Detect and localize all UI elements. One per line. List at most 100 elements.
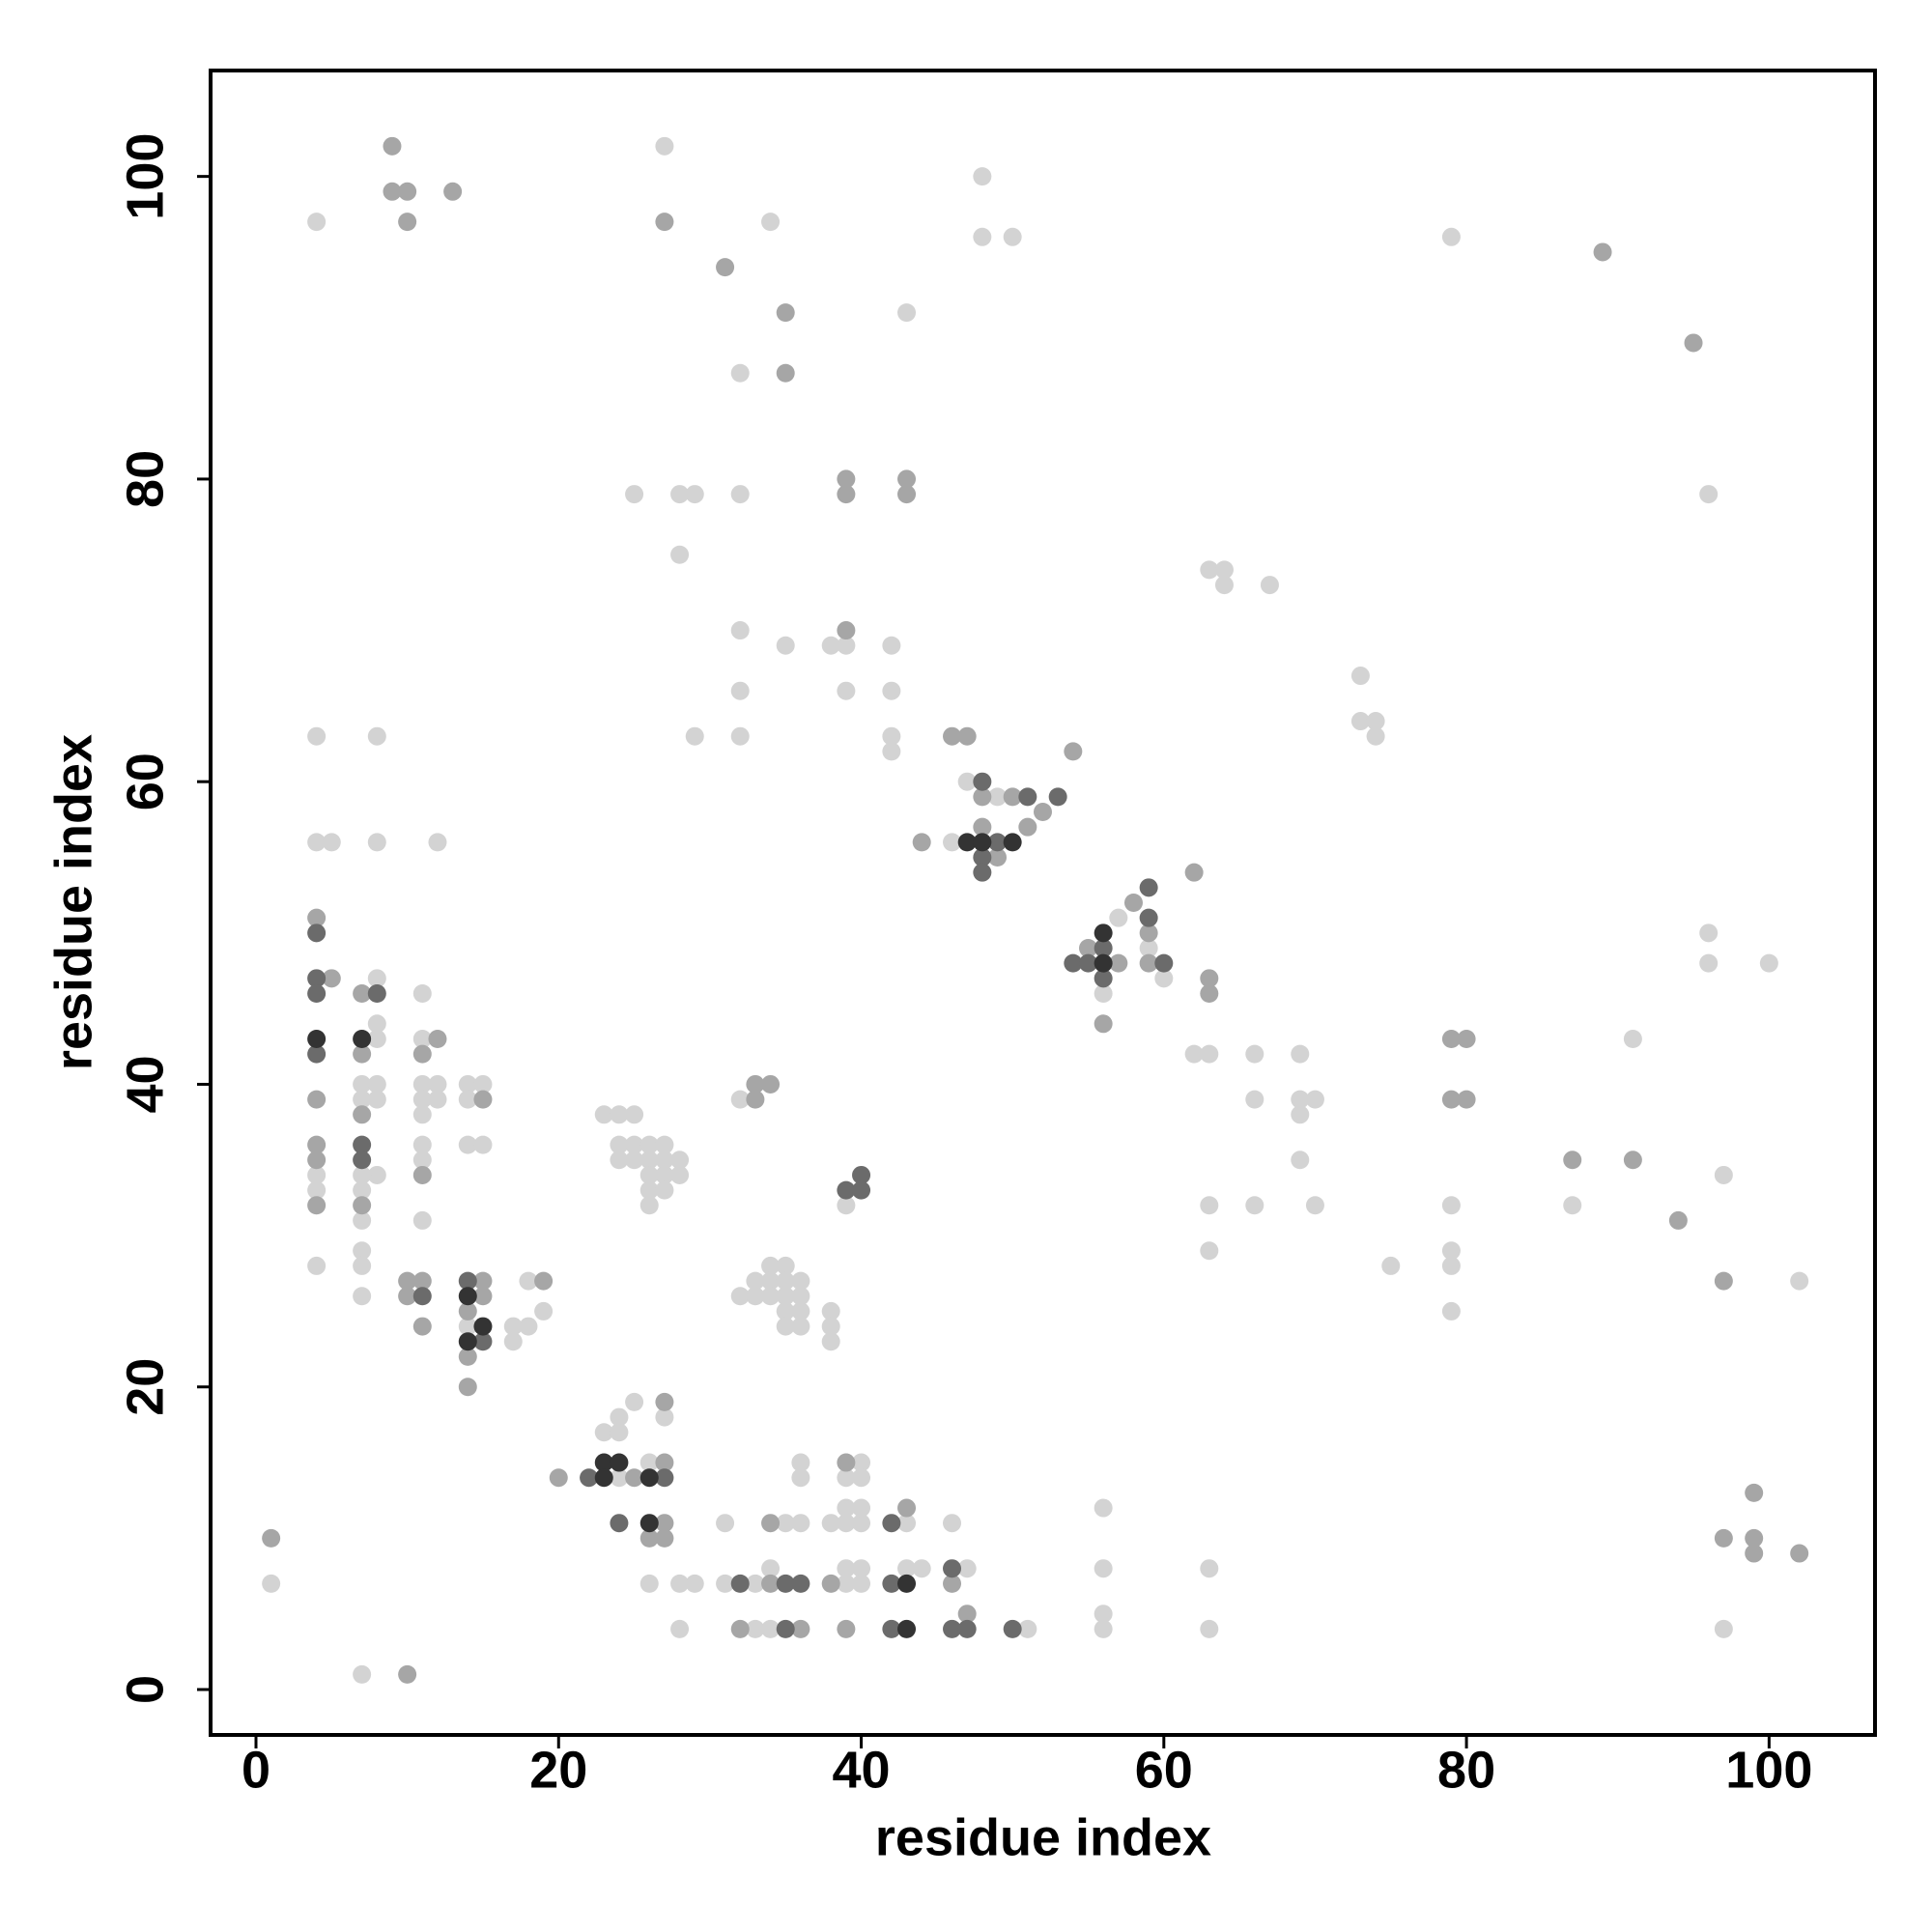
contact-point (655, 1514, 674, 1533)
contact-point (837, 1180, 856, 1200)
contact-point (670, 545, 690, 564)
contact-point (1305, 1090, 1324, 1109)
contact-point (322, 833, 341, 852)
x-tick-label: 60 (1135, 1741, 1193, 1799)
contact-point (791, 1619, 810, 1638)
contact-point (897, 485, 917, 504)
contact-point (594, 1423, 613, 1442)
contact-point (791, 1468, 810, 1488)
contact-point (307, 1151, 327, 1170)
contact-point (307, 213, 327, 232)
contact-point (882, 1514, 901, 1533)
contact-point (730, 1287, 750, 1306)
contact-point (610, 1468, 629, 1488)
contact-point (473, 1332, 493, 1351)
contact-point (625, 1392, 644, 1411)
contact-point (307, 908, 327, 927)
contact-point (1200, 1619, 1219, 1638)
contact-point (519, 1271, 538, 1291)
contact-point (307, 1044, 327, 1064)
contact-point (882, 1619, 901, 1638)
contact-point (746, 1090, 765, 1109)
contact-point (458, 1074, 477, 1094)
contact-point (730, 1574, 750, 1593)
contact-point (1003, 1619, 1022, 1638)
contact-point (367, 726, 386, 746)
contact-point (307, 1029, 327, 1048)
contact-point (1366, 712, 1385, 731)
contact-point (639, 1574, 659, 1593)
contact-point (837, 1468, 856, 1488)
contact-point (761, 1514, 781, 1533)
contact-point (639, 1468, 659, 1488)
contact-point (776, 1301, 795, 1321)
contact-point (412, 1151, 432, 1170)
contact-point (398, 213, 417, 232)
contact-point (730, 363, 750, 383)
contact-point (943, 1619, 962, 1638)
contact-point (428, 1090, 447, 1109)
contact-point (943, 1514, 962, 1533)
contact-point (776, 1256, 795, 1275)
contact-point (367, 833, 386, 852)
contact-point (1593, 242, 1612, 262)
contact-point (761, 1559, 781, 1578)
contact-point (1094, 983, 1113, 1003)
contact-point (353, 1180, 372, 1200)
contact-point (882, 1574, 901, 1593)
contact-point (1200, 983, 1219, 1003)
contact-point (353, 1151, 372, 1170)
contact-point (353, 1241, 372, 1261)
contact-point (912, 833, 931, 852)
contact-point (458, 1347, 477, 1366)
contact-point (791, 1453, 810, 1472)
contact-point (1094, 1605, 1113, 1624)
contact-point (428, 833, 447, 852)
contact-point (1018, 1619, 1037, 1638)
contact-point (458, 1378, 477, 1397)
contact-point (988, 787, 1008, 807)
contact-point (943, 833, 962, 852)
contact-point (897, 1559, 917, 1578)
contact-point (776, 1619, 795, 1638)
contact-point (882, 681, 901, 700)
contact-point (957, 1619, 977, 1638)
contact-point (837, 1574, 856, 1593)
contact-point (973, 167, 992, 186)
contact-point (837, 621, 856, 640)
contact-point (639, 1528, 659, 1548)
contact-point (610, 1135, 629, 1154)
contact-point (473, 1074, 493, 1094)
contact-point (957, 772, 977, 791)
contact-point (1139, 953, 1158, 973)
contact-point (821, 1301, 840, 1321)
contact-point (1291, 1151, 1310, 1170)
contact-point (1441, 227, 1461, 246)
contact-point (1350, 712, 1370, 731)
contact-point (655, 1407, 674, 1427)
contact-point (837, 1498, 856, 1518)
contact-point (367, 1090, 386, 1109)
contact-point (1457, 1029, 1476, 1048)
contact-point (746, 1074, 765, 1094)
contact-point (988, 833, 1008, 852)
contact-point (776, 1317, 795, 1336)
contact-point (973, 772, 992, 791)
contact-point (1184, 863, 1204, 882)
x-tick-label: 0 (242, 1741, 270, 1799)
contact-point (534, 1271, 554, 1291)
contact-point (503, 1317, 523, 1336)
contact-point (837, 469, 856, 489)
contact-point (882, 726, 901, 746)
contact-point (837, 1453, 856, 1472)
contact-point (761, 1574, 781, 1593)
contact-point (262, 1574, 281, 1593)
contact-point (1109, 908, 1128, 927)
contact-point (1441, 1090, 1461, 1109)
y-tick-label: 40 (116, 1055, 174, 1113)
contact-point (625, 1468, 644, 1488)
contact-point (776, 303, 795, 323)
contact-point (852, 1165, 871, 1184)
contact-point (412, 1044, 432, 1064)
